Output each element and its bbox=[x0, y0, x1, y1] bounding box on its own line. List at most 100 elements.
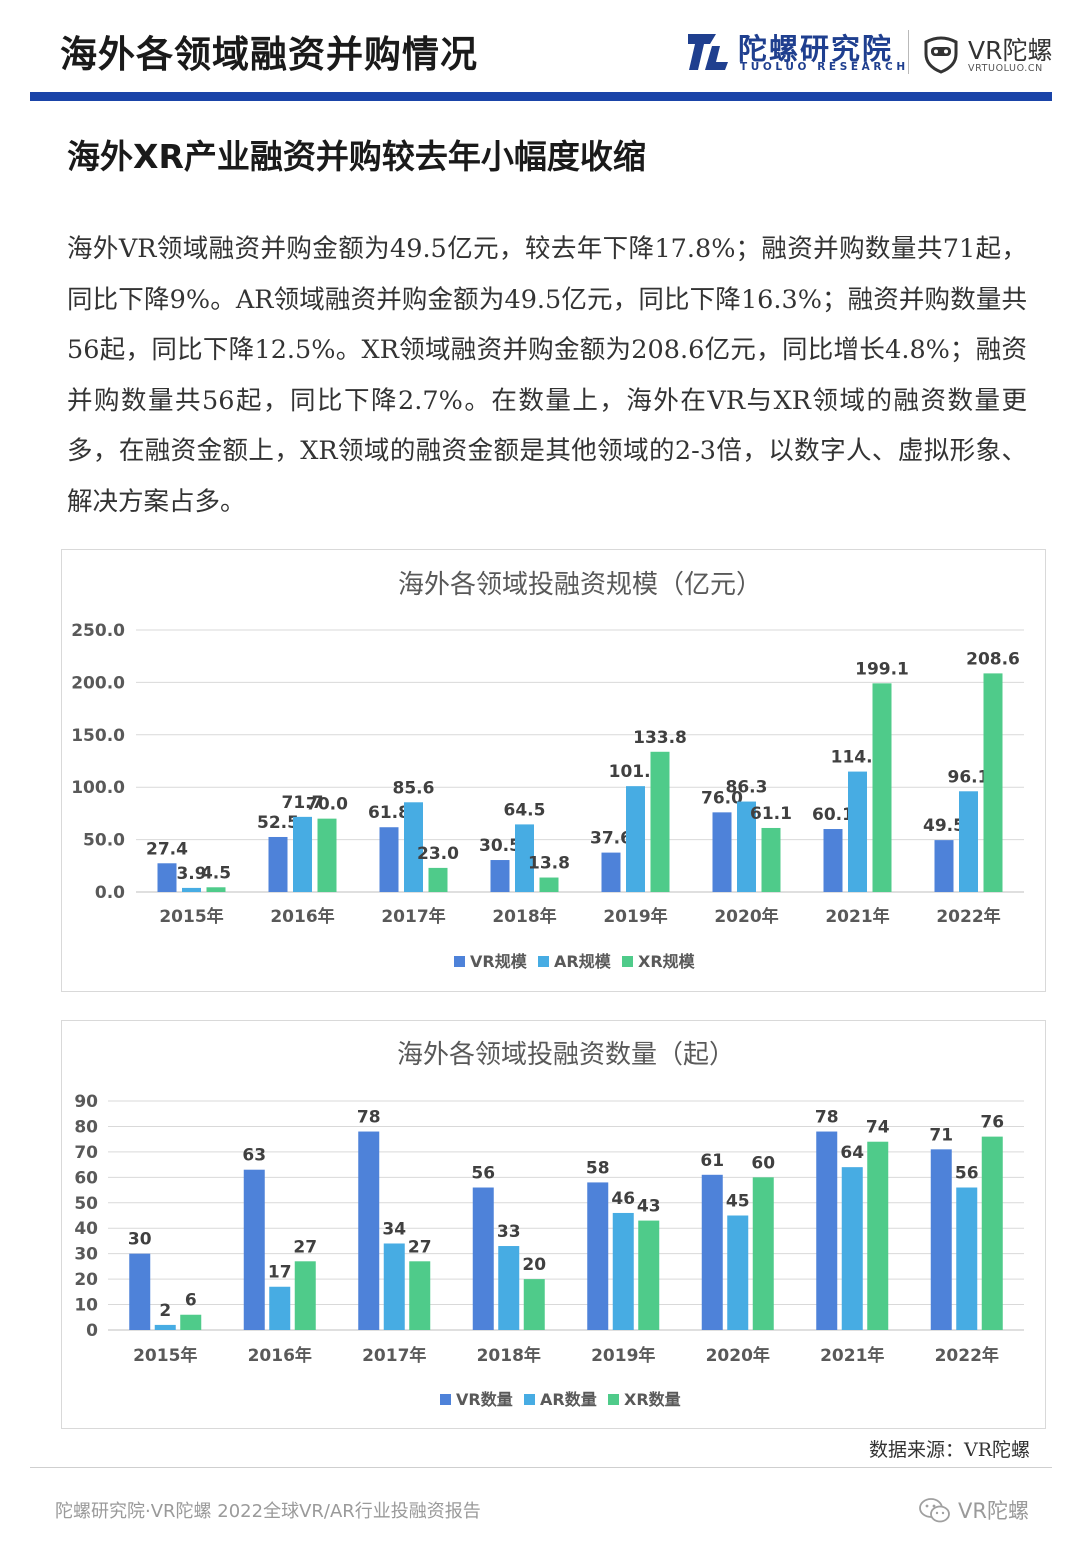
data-label: 13.8 bbox=[528, 854, 570, 874]
tuoluo-logo-icon bbox=[688, 34, 728, 70]
data-label: 71.7 bbox=[282, 793, 324, 813]
data-label: 2 bbox=[159, 1301, 171, 1321]
bar-AR数量 bbox=[154, 1324, 176, 1330]
footer-report-title: 陀螺研究院·VR陀螺 2022全球VR/AR行业投融资报告 bbox=[55, 1501, 481, 1522]
x-category-label: 2021年 bbox=[825, 906, 889, 927]
bar-AR数量 bbox=[727, 1215, 749, 1330]
bar-AR规模 bbox=[182, 887, 201, 892]
intro-paragraph: 海外VR领域融资并购金额为49.5亿元，较去年下降17.8%；融资并购数量共71… bbox=[67, 234, 1027, 517]
data-label: 78 bbox=[357, 1108, 381, 1128]
y-tick-label: 150.0 bbox=[71, 726, 125, 746]
brand-name: 陀螺研究院 bbox=[738, 32, 894, 66]
wechat-icon bbox=[919, 1498, 950, 1523]
footer-brand: VR陀螺 bbox=[958, 1499, 1029, 1523]
bar-AR规模 bbox=[737, 801, 756, 892]
x-category-label: 2017年 bbox=[362, 1345, 426, 1366]
bar-AR数量 bbox=[612, 1212, 634, 1330]
data-label: 61 bbox=[700, 1151, 724, 1171]
bar-VR规模 bbox=[379, 827, 399, 892]
bar-VR规模 bbox=[934, 840, 954, 892]
bar-AR规模 bbox=[515, 824, 534, 892]
data-label: 27 bbox=[408, 1237, 432, 1257]
data-label: 52.5 bbox=[257, 813, 299, 833]
bar-AR数量 bbox=[383, 1243, 405, 1330]
data-label: 63 bbox=[242, 1146, 266, 1166]
deal-count-chart: 海外各领域投融资数量（起） 0 10 20 30 40 50 60 70 80 90 2015年 30 2… bbox=[61, 1020, 1046, 1429]
x-category-label: 2022年 bbox=[935, 1345, 999, 1366]
x-category-label: 2021年 bbox=[820, 1345, 884, 1366]
bar-VR规模 bbox=[823, 829, 843, 892]
data-label: 61.8 bbox=[368, 803, 410, 823]
y-tick-label: 100.0 bbox=[71, 778, 125, 798]
data-label: 208.6 bbox=[966, 649, 1020, 669]
brand-divider bbox=[908, 30, 909, 74]
y-tick-label: 0.0 bbox=[95, 883, 125, 903]
x-category-label: 2015年 bbox=[133, 1345, 197, 1366]
data-label: 23.0 bbox=[417, 844, 459, 864]
bar-AR规模 bbox=[848, 771, 867, 892]
bar-AR规模 bbox=[404, 802, 423, 892]
bar-VR数量 bbox=[243, 1169, 265, 1330]
y-tick-label: 10 bbox=[74, 1296, 98, 1316]
funding-scale-chart-canvas: 海外各领域投融资规模（亿元） 0.0 50.0 100.0 150.0 200.0 250.… bbox=[71, 570, 1024, 971]
data-label: 96.1 bbox=[948, 767, 990, 787]
data-label: 74 bbox=[866, 1118, 890, 1138]
deal-count-chart-canvas: 海外各领域投融资数量（起） 0 10 20 30 40 50 60 70 80 90 2015年 30 2… bbox=[74, 1040, 1024, 1409]
data-label: 86.3 bbox=[726, 778, 768, 798]
data-label: 76 bbox=[980, 1113, 1004, 1133]
data-label: 46 bbox=[611, 1189, 635, 1209]
y-tick-label: 0 bbox=[86, 1321, 98, 1341]
legend-label: XR数量 bbox=[624, 1390, 681, 1409]
data-label: 27 bbox=[293, 1237, 317, 1257]
data-label: 27.4 bbox=[146, 839, 188, 859]
bar-XR规模 bbox=[317, 818, 337, 892]
bar-AR规模 bbox=[626, 786, 645, 892]
bar-XR规模 bbox=[872, 683, 892, 892]
data-label: 6 bbox=[185, 1291, 197, 1311]
y-tick-label: 70 bbox=[74, 1143, 98, 1163]
bar-AR数量 bbox=[498, 1246, 520, 1330]
y-tick-label: 60 bbox=[74, 1168, 98, 1188]
x-category-label: 2017年 bbox=[381, 906, 445, 927]
y-tick-label: 30 bbox=[74, 1245, 98, 1265]
x-category-label: 2019年 bbox=[591, 1345, 655, 1366]
bar-AR数量 bbox=[269, 1286, 291, 1330]
data-label: 34 bbox=[382, 1219, 406, 1239]
x-category-label: 2018年 bbox=[477, 1345, 541, 1366]
y-tick-label: 250.0 bbox=[71, 621, 125, 641]
data-label: 43 bbox=[637, 1197, 661, 1217]
data-label: 60.1 bbox=[812, 805, 854, 825]
bar-XR数量 bbox=[523, 1279, 545, 1330]
bar-XR数量 bbox=[981, 1136, 1003, 1330]
chart-title: 海外各领域投融资数量（起） bbox=[397, 1040, 735, 1070]
y-tick-label: 50 bbox=[74, 1194, 98, 1214]
x-category-label: 2020年 bbox=[706, 1345, 770, 1366]
bar-VR数量 bbox=[701, 1174, 723, 1330]
data-label: 60 bbox=[751, 1153, 775, 1173]
bar-VR规模 bbox=[157, 863, 177, 892]
data-label: 17 bbox=[268, 1263, 292, 1283]
legend-label: VR规模 bbox=[470, 952, 528, 971]
data-label: 133.8 bbox=[633, 728, 687, 748]
legend-swatch bbox=[608, 1394, 619, 1405]
bar-XR数量 bbox=[638, 1220, 660, 1330]
legend-label: VR数量 bbox=[456, 1390, 513, 1409]
legend-swatch bbox=[538, 956, 549, 967]
data-source-note: 数据来源：VR陀螺 bbox=[868, 1439, 1030, 1461]
y-tick-label: 40 bbox=[74, 1219, 98, 1239]
y-tick-label: 80 bbox=[74, 1117, 98, 1137]
bar-XR规模 bbox=[206, 887, 226, 892]
funding-scale-chart: 海外各领域投融资规模（亿元） 0.0 50.0 100.0 150.0 200.0 250.… bbox=[61, 549, 1046, 992]
data-label: 114.9 bbox=[831, 748, 885, 768]
data-label: 199.1 bbox=[855, 659, 909, 679]
bar-XR数量 bbox=[752, 1177, 774, 1330]
bar-XR数量 bbox=[867, 1141, 889, 1330]
legend-swatch bbox=[454, 956, 465, 967]
bar-XR数量 bbox=[294, 1261, 316, 1330]
x-category-label: 2016年 bbox=[248, 1345, 312, 1366]
data-label: 78 bbox=[815, 1108, 839, 1128]
data-label: 85.6 bbox=[393, 778, 435, 798]
footer-divider bbox=[30, 1467, 1052, 1468]
y-tick-label: 90 bbox=[74, 1092, 98, 1112]
bar-AR规模 bbox=[959, 791, 978, 892]
